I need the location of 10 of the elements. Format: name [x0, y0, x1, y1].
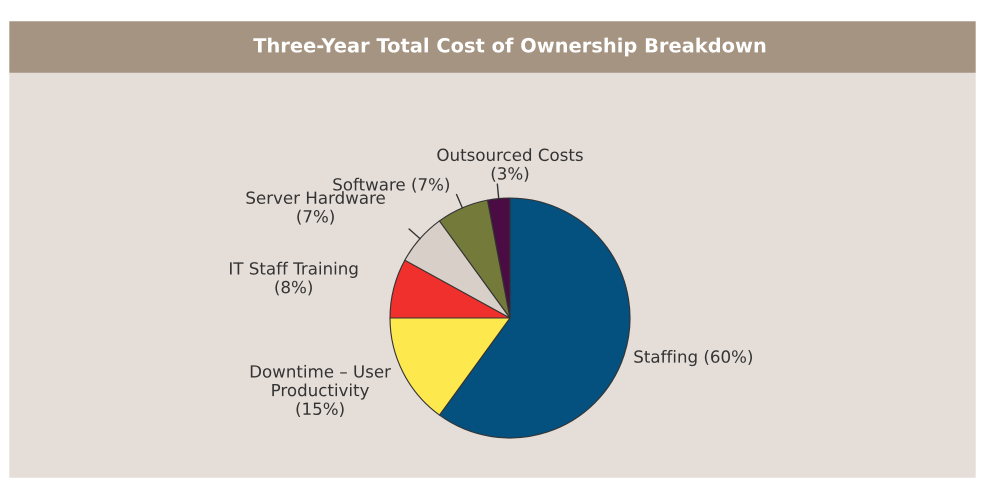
data-label: (8%) [275, 280, 312, 296]
slice-label: Outsourced Costs [437, 148, 583, 162]
data-label: (3%) [492, 166, 528, 182]
data-label: (7%) [297, 210, 334, 225]
slice-label: Staffing (60%) [634, 350, 752, 366]
data-label: (15%) [296, 402, 344, 418]
slice-label: IT Staff Training [230, 262, 358, 278]
chart-title: Three-Year Total Cost of Ownership Breakdown [253, 38, 766, 56]
slice-label: Server Hardware [246, 191, 385, 204]
slice-label: Downtime – User Productivity [250, 364, 391, 400]
